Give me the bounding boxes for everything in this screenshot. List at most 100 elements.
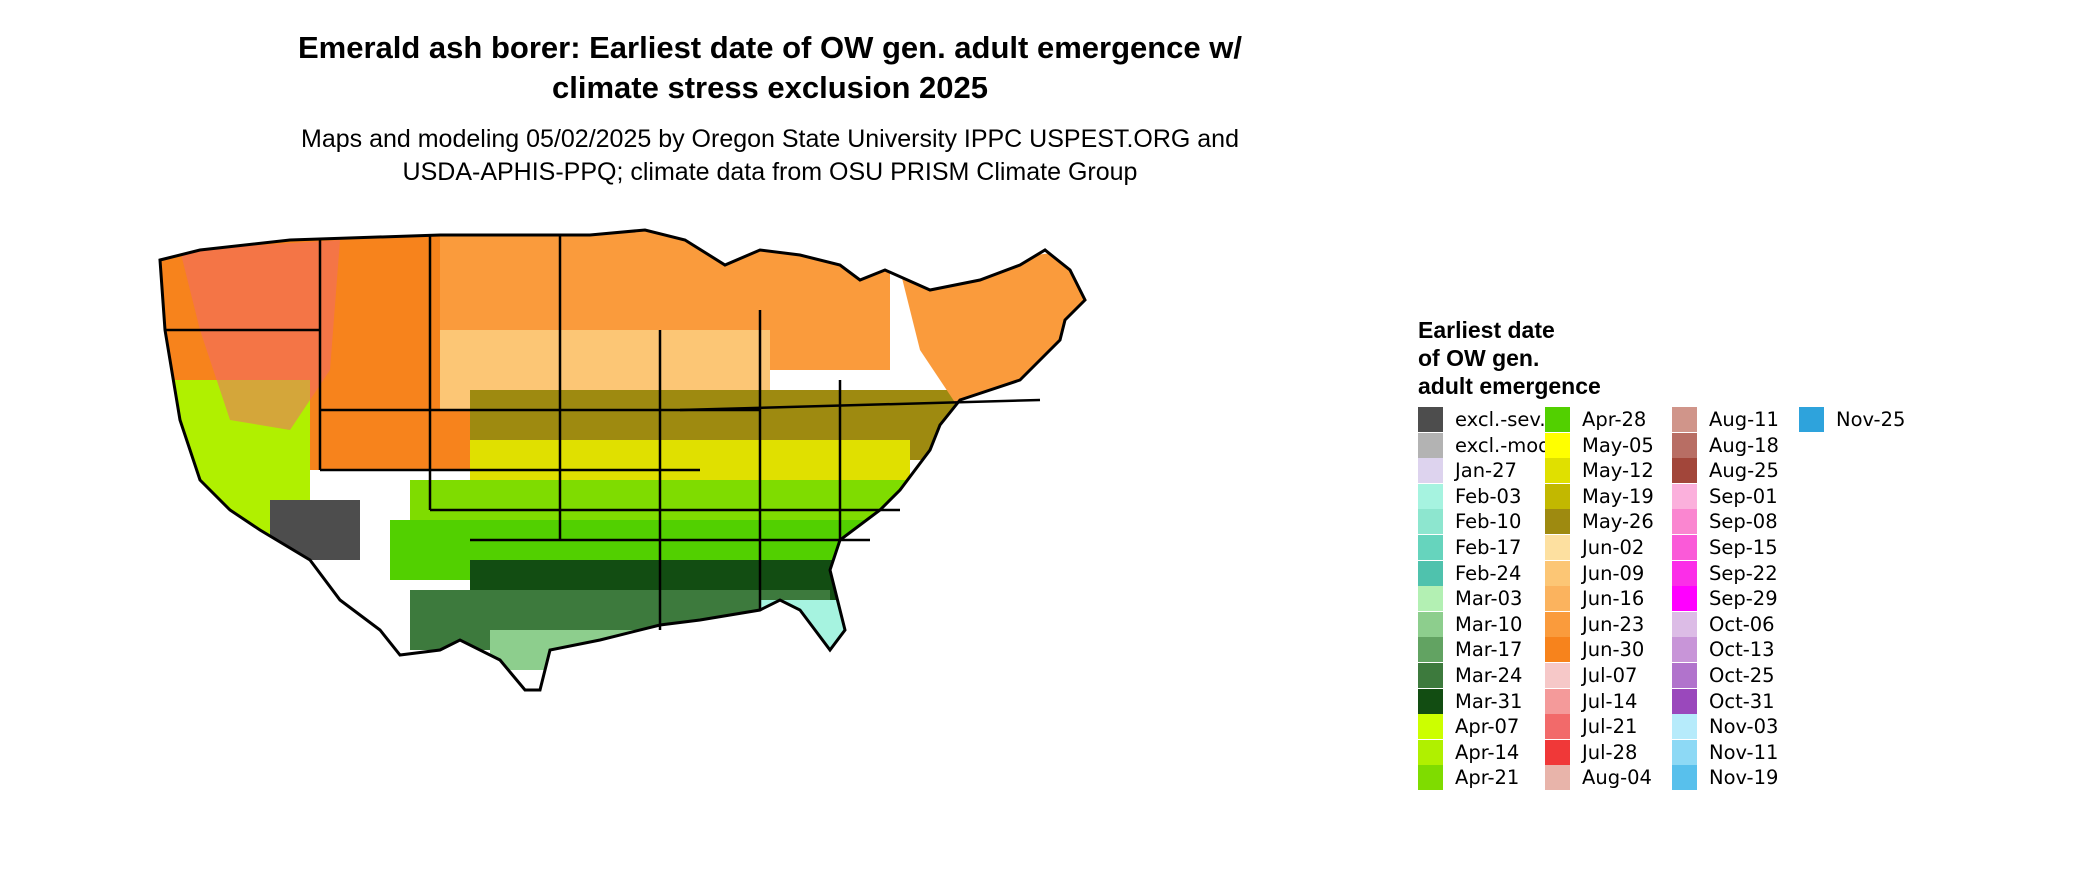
legend-item: Sep-08 (1672, 509, 1778, 535)
legend-item: Jun-30 (1545, 637, 1644, 663)
legend-swatch (1418, 688, 1443, 714)
legend-swatch (1545, 458, 1570, 484)
legend-swatch (1418, 483, 1443, 509)
legend-label: Jan-27 (1455, 459, 1517, 483)
legend-item: Mar-17 (1418, 637, 1523, 663)
legend-item: Nov-11 (1672, 739, 1779, 765)
legend-item: Sep-22 (1672, 560, 1778, 586)
legend-swatch (1672, 688, 1697, 714)
legend-label: excl.-mod. (1455, 433, 1557, 457)
legend-item: Sep-15 (1672, 535, 1778, 560)
legend-swatch (1545, 688, 1570, 714)
legend-swatch (1545, 663, 1570, 688)
legend-label: Jul-14 (1582, 689, 1638, 713)
legend-label: Mar-17 (1455, 638, 1523, 662)
legend-label: Sep-29 (1709, 587, 1778, 611)
legend-title-line-1: Earliest date (1418, 317, 1555, 343)
legend-item: Oct-31 (1672, 688, 1775, 714)
legend-label: Oct-25 (1709, 664, 1775, 687)
legend-label: Nov-25 (1836, 408, 1906, 431)
legend: excl.-sev. excl.-mod. Jan-27 Feb-03 Feb-10 Fe… (1418, 407, 1978, 797)
legend-item: May-12 (1545, 458, 1654, 484)
legend-label: Aug-11 (1709, 408, 1779, 431)
legend-swatch (1672, 586, 1697, 612)
legend-label: Feb-03 (1455, 484, 1522, 508)
legend-swatch (1545, 535, 1570, 560)
legend-swatch (1672, 637, 1697, 663)
legend-item: Nov-03 (1672, 714, 1779, 740)
legend-item: Jul-21 (1545, 714, 1638, 740)
legend-label: Mar-10 (1455, 612, 1523, 636)
legend-label: Jul-21 (1582, 715, 1638, 739)
legend-label: Oct-31 (1709, 689, 1775, 713)
legend-swatch (1672, 535, 1697, 560)
legend-label: Jun-16 (1582, 587, 1645, 611)
legend-label: Mar-03 (1455, 587, 1523, 611)
legend-item: Jul-28 (1545, 739, 1637, 765)
legend-swatch (1418, 663, 1443, 688)
legend-swatch (1418, 611, 1443, 637)
legend-item: excl.-mod. (1418, 432, 1557, 458)
legend-swatch (1418, 560, 1443, 586)
zone-desert (270, 500, 360, 560)
legend-label: Jul-07 (1582, 664, 1638, 687)
legend-label: May-12 (1582, 459, 1654, 483)
legend-swatch (1672, 765, 1697, 791)
legend-label: Nov-11 (1709, 740, 1779, 764)
legend-item: Aug-18 (1672, 432, 1779, 458)
legend-swatch (1545, 637, 1570, 663)
legend-item: Jul-14 (1545, 688, 1638, 714)
legend-item: Mar-10 (1418, 611, 1523, 637)
legend-swatch (1418, 535, 1443, 560)
legend-label: Nov-03 (1709, 715, 1779, 739)
legend-item: Sep-01 (1672, 483, 1778, 509)
legend-label: May-05 (1582, 433, 1654, 457)
legend-swatch (1545, 432, 1570, 458)
legend-swatch (1672, 714, 1697, 740)
legend-label: Sep-08 (1709, 510, 1778, 534)
legend-item: Oct-13 (1672, 637, 1775, 663)
legend-item: Jun-16 (1545, 586, 1645, 612)
legend-swatch (1545, 765, 1570, 791)
legend-label: Jun-23 (1582, 612, 1645, 636)
legend-swatch (1545, 407, 1570, 432)
legend-swatch (1672, 407, 1697, 432)
legend-label: Apr-28 (1582, 408, 1647, 431)
legend-swatch (1545, 509, 1570, 535)
legend-label: Jun-02 (1582, 536, 1645, 559)
legend-title-line-3: adult emergence (1418, 373, 1601, 399)
legend-item: Apr-28 (1545, 407, 1646, 432)
legend-label: Feb-10 (1455, 510, 1522, 534)
legend-label: Feb-17 (1455, 536, 1522, 559)
legend-label: Aug-04 (1582, 766, 1652, 790)
map-subtitle-line-2: USDA-APHIS-PPQ; climate data from OSU PR… (402, 158, 1138, 186)
legend-label: excl.-sev. (1455, 408, 1546, 431)
legend-item: Oct-06 (1672, 611, 1775, 637)
legend-label: Mar-24 (1455, 664, 1523, 687)
legend-swatch (1418, 586, 1443, 612)
legend-swatch (1672, 458, 1697, 484)
legend-swatch (1799, 407, 1824, 432)
legend-swatch (1418, 509, 1443, 535)
state-lines (165, 235, 1041, 630)
legend-label: May-19 (1582, 484, 1654, 508)
legend-swatch (1418, 739, 1443, 765)
legend-label: Jun-09 (1582, 561, 1645, 585)
legend-item: Apr-21 (1418, 765, 1520, 791)
legend-swatch (1418, 714, 1443, 740)
map-title: Emerald ash borer: Earliest date of OW g… (160, 28, 1380, 108)
legend-title: Earliest date of OW gen. adult emergence (1418, 316, 1601, 400)
legend-label: Feb-24 (1455, 561, 1522, 585)
legend-label: Apr-21 (1455, 766, 1520, 790)
legend-item: Feb-24 (1418, 560, 1522, 586)
legend-swatch (1545, 714, 1570, 740)
legend-swatch (1545, 483, 1570, 509)
legend-label: Sep-22 (1709, 561, 1778, 585)
legend-label: Mar-31 (1455, 689, 1523, 713)
legend-item: Mar-03 (1418, 586, 1523, 612)
legend-swatch (1545, 739, 1570, 765)
legend-swatch (1545, 586, 1570, 612)
legend-label: Aug-18 (1709, 433, 1779, 457)
legend-item: Feb-10 (1418, 509, 1522, 535)
legend-item: Jun-23 (1545, 611, 1645, 637)
